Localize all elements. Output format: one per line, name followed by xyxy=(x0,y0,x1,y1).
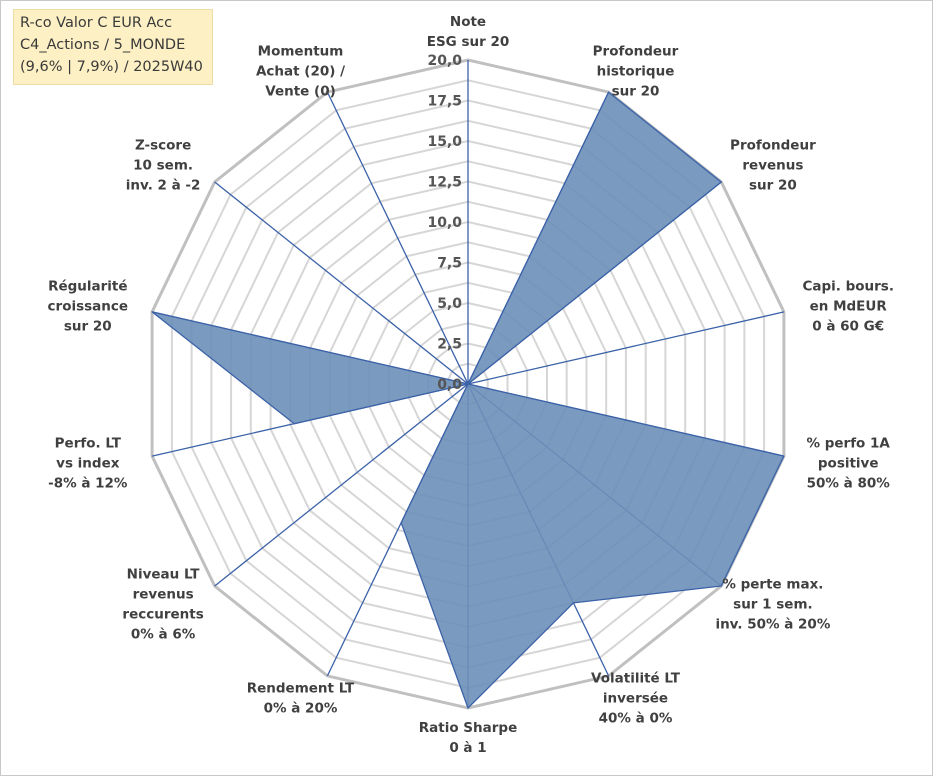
axis-label-line: sur 20 xyxy=(749,178,797,194)
spoke-line xyxy=(467,311,785,385)
axis-label-line: 10 sem. xyxy=(133,158,193,174)
axis-label-line: Profondeur xyxy=(730,138,816,154)
axis-label-line: Volatilité LT xyxy=(591,671,681,687)
axis-label: Perfo. LT vs index -8% à 12% xyxy=(48,435,128,491)
axis-label-line: en MdEUR xyxy=(810,299,888,315)
axis-label: Niveau LT revenus reccurents 0% à 6% xyxy=(122,567,203,643)
axis-label-line: Perfo. LT xyxy=(55,435,122,451)
axis-label-line: ESG sur 20 xyxy=(427,34,510,50)
axis-label-line: -8% à 12% xyxy=(48,475,128,491)
axis-label-line: % perfo 1A xyxy=(806,435,890,451)
axis-label-line: revenus xyxy=(742,158,803,174)
axis-label: Capi. bours. en MdEUR 0 à 60 G€ xyxy=(802,279,894,335)
axis-label-line: inv. 2 à -2 xyxy=(126,178,201,194)
axis-label-line: vs index xyxy=(56,455,120,471)
axis-label-line: 0% à 20% xyxy=(264,701,338,717)
axis-label-line: Rendement LT xyxy=(247,681,355,697)
axis-label-line: inversée xyxy=(603,691,668,707)
tick-label: 17,5 xyxy=(427,94,462,110)
axis-label: Régularité croissance sur 20 xyxy=(48,279,129,335)
axis-label-line: Capi. bours. xyxy=(802,279,894,295)
axis-label-line: Vente (0) xyxy=(265,84,336,100)
tick-label: 2,5 xyxy=(437,337,462,353)
axis-label: % perfo 1A positive 50% à 80% xyxy=(806,435,890,491)
fund-info-box: R-co Valor C EUR Acc C4_Actions / 5_MOND… xyxy=(13,9,213,85)
fund-name: R-co Valor C EUR Acc xyxy=(20,15,173,31)
tick-label: 12,5 xyxy=(427,175,462,191)
axis-label: Z-score 10 sem. inv. 2 à -2 xyxy=(126,138,201,194)
spoke-line xyxy=(214,181,469,385)
axis-label-line: Ratio Sharpe xyxy=(419,720,517,736)
axis-label: Rendement LT 0% à 20% xyxy=(247,681,355,717)
axis-label-line: Régularité xyxy=(48,279,127,295)
axis-label: Profondeur revenus sur 20 xyxy=(730,138,816,194)
axis-label-line: inv. 50% à 20% xyxy=(715,617,830,633)
series-area xyxy=(151,91,785,709)
radar-axis-labels: Note ESG sur 20 Profondeur historique sur 20… xyxy=(48,14,894,756)
axis-label: Ratio Sharpe 0 à 1 xyxy=(419,720,517,756)
axis-label-line: 40% à 0% xyxy=(599,711,673,727)
axis-label-line: croissance xyxy=(48,299,129,315)
axis-label-line: sur 20 xyxy=(64,319,112,335)
axis-label-line: % perte max. xyxy=(722,577,823,593)
axis-label: Momentum Achat (20) / Vente (0) xyxy=(256,44,345,100)
spoke-line xyxy=(214,383,469,587)
axis-label-line: Achat (20) / xyxy=(256,64,345,80)
axis-label-line: Profondeur xyxy=(593,44,679,60)
axis-label: Volatilité LT inversée 40% à 0% xyxy=(591,671,681,727)
fund-stats: (9,6% | 7,9%) / 2025W40 xyxy=(20,59,203,75)
axis-label-line: positive xyxy=(818,455,879,471)
axis-label-line: 0 à 1 xyxy=(449,740,486,756)
tick-label: 15,0 xyxy=(427,134,462,150)
tick-label: 7,5 xyxy=(437,256,462,272)
tick-label: 5,0 xyxy=(437,296,462,312)
axis-label: % perte max. sur 1 sem. inv. 50% à 20% xyxy=(715,577,830,633)
axis-label-line: 0% à 6% xyxy=(131,627,196,643)
axis-label-line: revenus xyxy=(133,587,194,603)
axis-label: Note ESG sur 20 xyxy=(427,14,510,50)
axis-label-line: 50% à 80% xyxy=(807,475,891,491)
axis-label-line: historique xyxy=(597,64,675,80)
axis-label-line: 0 à 60 G€ xyxy=(812,319,884,335)
axis-label-line: Niveau LT xyxy=(127,567,201,583)
radar-tick-labels: 0,0 2,5 5,0 7,5 10,0 12,5 15,0 17,5 20,0 xyxy=(427,53,462,393)
axis-label-line: Z-score xyxy=(135,138,191,154)
tick-label: 20,0 xyxy=(427,53,462,69)
tick-label: 10,0 xyxy=(427,215,462,231)
axis-label: Profondeur historique sur 20 xyxy=(593,44,679,100)
axis-label-line: sur 1 sem. xyxy=(733,597,812,613)
fund-category: C4_Actions / 5_MONDE xyxy=(20,37,186,53)
axis-label-line: sur 20 xyxy=(612,84,660,100)
tick-label: 0,0 xyxy=(437,377,462,393)
radar-series xyxy=(151,91,785,709)
axis-label-line: Momentum xyxy=(258,44,344,60)
spoke-line xyxy=(326,91,469,385)
axis-label-line: reccurents xyxy=(122,607,203,623)
axis-label-line: Note xyxy=(450,14,486,30)
